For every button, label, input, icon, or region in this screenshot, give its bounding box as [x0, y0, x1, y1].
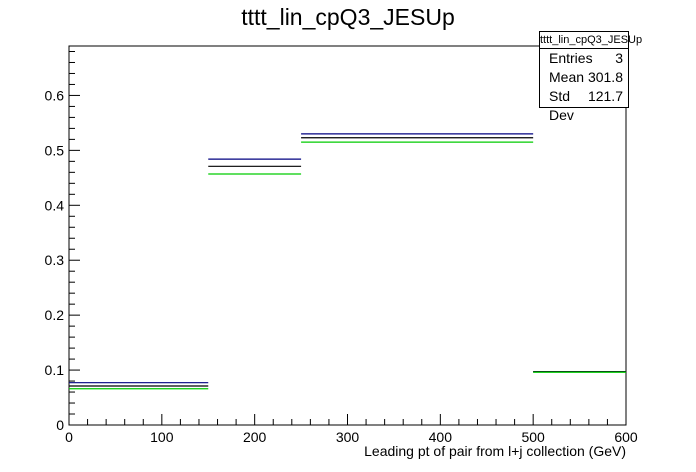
series-layer	[69, 133, 626, 390]
stats-label: Std Dev	[549, 88, 574, 123]
x-tick-label: 0	[65, 429, 73, 445]
y-tick-label: 0.2	[45, 307, 65, 323]
stats-row-mean: Mean 301.8	[540, 68, 628, 87]
stats-value: 301.8	[587, 69, 623, 85]
stats-box: tttt_lin_cpQ3_JESUp Entries 3 Mean 301.8…	[539, 31, 642, 123]
y-tick-label: 0	[56, 417, 64, 433]
x-axis: 0 100 200 300 400 500 600	[65, 414, 638, 445]
stats-value: 121.7	[587, 88, 623, 104]
stats-title: tttt_lin_cpQ3_JESUp	[540, 32, 642, 49]
x-tick-label: 500	[521, 429, 545, 445]
x-tick-label: 600	[614, 429, 638, 445]
series-1	[69, 137, 626, 387]
y-tick-label: 0.6	[45, 87, 65, 103]
x-tick-label: 400	[429, 429, 453, 445]
x-tick-label: 300	[336, 429, 360, 445]
stats-value: 3	[615, 50, 623, 66]
stats-label: Mean	[549, 69, 585, 85]
x-tick-label: 200	[243, 429, 267, 445]
stats-row-stddev: Std Dev 121.7	[540, 87, 628, 123]
x-tick-label: 100	[150, 429, 174, 445]
y-tick-label: 0.1	[45, 362, 65, 378]
y-tick-label: 0.3	[45, 252, 65, 268]
stats-label: Entries	[549, 50, 593, 66]
y-tick-label: 0.5	[45, 142, 65, 158]
stats-row-entries: Entries 3	[540, 49, 628, 68]
series-0	[69, 133, 626, 384]
x-axis-label: Leading pt of pair from l+j collection (…	[364, 443, 626, 459]
series-2	[69, 141, 626, 390]
y-tick-label: 0.4	[45, 197, 65, 213]
chart-title: tttt_lin_cpQ3_JESUp	[241, 4, 455, 30]
y-axis: 0 0.1 0.2 0.3 0.4 0.5 0.6	[45, 50, 80, 433]
